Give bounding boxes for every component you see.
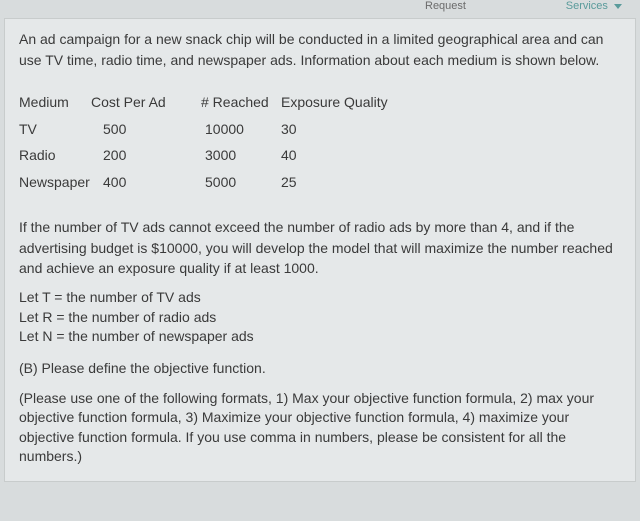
cell-quality: 25: [281, 169, 297, 196]
table-row: TV 500 10000 30: [19, 116, 621, 143]
header-cost: Cost Per Ad: [91, 89, 201, 116]
table-row: Radio 200 3000 40: [19, 142, 621, 169]
header-quality: Exposure Quality: [281, 89, 388, 116]
var-r: Let R = the number of radio ads: [19, 308, 621, 328]
top-request-label: Request: [425, 0, 466, 12]
cell-reached: 5000: [205, 169, 281, 196]
cell-medium: Radio: [19, 142, 103, 169]
top-bar: Request Services: [0, 0, 640, 18]
cell-quality: 30: [281, 116, 297, 143]
variable-definitions: Let T = the number of TV ads Let R = the…: [19, 288, 621, 347]
question-content: An ad campaign for a new snack chip will…: [4, 18, 636, 482]
cell-quality: 40: [281, 142, 297, 169]
header-medium: Medium: [19, 89, 91, 116]
var-n: Let N = the number of newspaper ads: [19, 327, 621, 347]
table-header-row: Medium Cost Per Ad # Reached Exposure Qu…: [19, 89, 621, 116]
cell-reached: 10000: [205, 116, 281, 143]
var-t: Let T = the number of TV ads: [19, 288, 621, 308]
services-label: Services: [566, 0, 608, 12]
cell-cost: 400: [103, 169, 205, 196]
cell-reached: 3000: [205, 142, 281, 169]
header-reached: # Reached: [201, 89, 281, 116]
question-text: (B) Please define the objective function…: [19, 359, 621, 379]
constraint-text: If the number of TV ads cannot exceed th…: [19, 217, 621, 278]
chevron-down-icon: [614, 4, 622, 9]
media-table: Medium Cost Per Ad # Reached Exposure Qu…: [19, 89, 621, 195]
services-dropdown[interactable]: Services: [566, 0, 622, 12]
format-note: (Please use one of the following formats…: [19, 389, 621, 467]
table-row: Newspaper 400 5000 25: [19, 169, 621, 196]
intro-text: An ad campaign for a new snack chip will…: [19, 29, 621, 71]
cell-medium: TV: [19, 116, 103, 143]
cell-cost: 200: [103, 142, 205, 169]
cell-medium: Newspaper: [19, 169, 103, 196]
cell-cost: 500: [103, 116, 205, 143]
